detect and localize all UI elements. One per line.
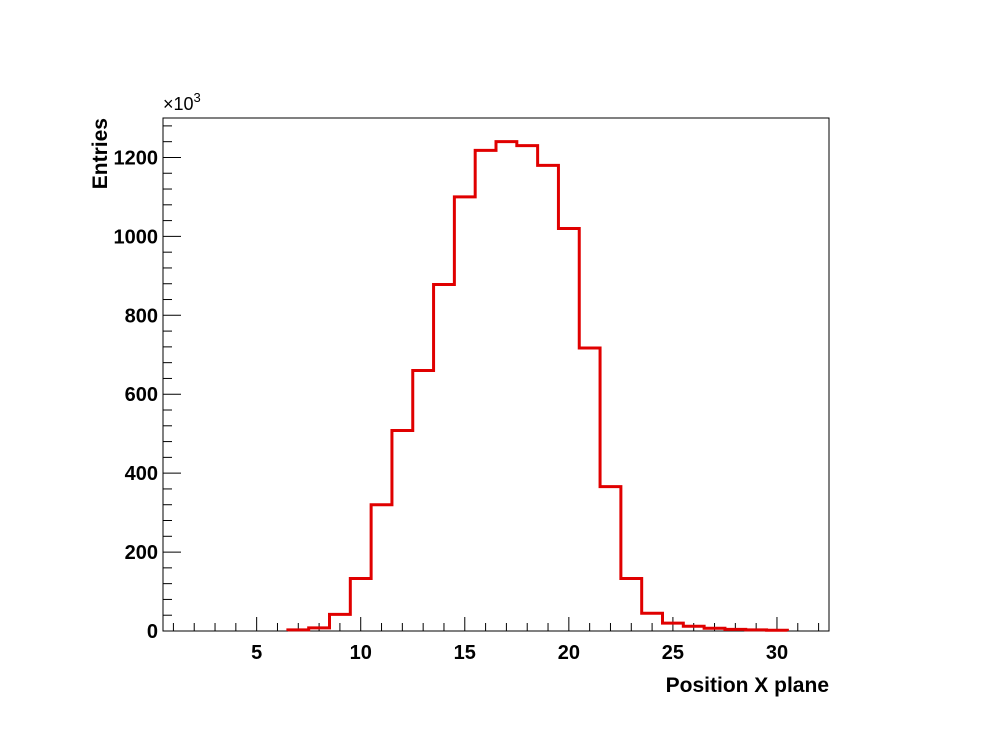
histogram-bin bbox=[517, 146, 538, 631]
y-tick-label: 1000 bbox=[114, 226, 159, 248]
x-tick-label: 5 bbox=[251, 642, 262, 664]
x-tick-label: 30 bbox=[766, 642, 788, 664]
x-axis-title: Position X plane bbox=[666, 674, 829, 697]
x-tick-label: 10 bbox=[350, 642, 372, 664]
histogram-bin bbox=[538, 165, 559, 631]
histogram-bin bbox=[600, 487, 621, 631]
y-tick-label: 200 bbox=[125, 542, 158, 564]
x-tick-label: 15 bbox=[454, 642, 476, 664]
y-tick-label: 400 bbox=[125, 463, 158, 485]
histogram-bin bbox=[621, 579, 642, 631]
histogram-bin bbox=[579, 348, 600, 631]
histogram-bin bbox=[683, 626, 704, 631]
x-tick-label: 20 bbox=[558, 642, 580, 664]
y-tick-label: 0 bbox=[147, 621, 158, 643]
histogram-bin bbox=[330, 614, 351, 631]
histogram-bin bbox=[454, 197, 475, 631]
histogram-bin bbox=[475, 150, 496, 631]
histogram-bin bbox=[704, 628, 725, 631]
y-axis: 0 200 400 600 800 1000 1200 bbox=[114, 125, 181, 643]
histogram-bin bbox=[309, 628, 330, 631]
y-tick-label: 800 bbox=[125, 305, 158, 327]
y-multiplier-label: ×103 bbox=[163, 90, 201, 114]
histogram-bins bbox=[288, 142, 788, 631]
histogram-bin bbox=[767, 630, 788, 631]
histogram-bin bbox=[496, 142, 517, 631]
y-multiplier-base: ×10 bbox=[163, 94, 194, 114]
histogram-bin bbox=[288, 630, 309, 631]
histogram-bin bbox=[434, 285, 455, 631]
y-tick-label: 600 bbox=[125, 384, 158, 406]
histogram-bin bbox=[663, 623, 684, 631]
histogram-bin bbox=[725, 629, 746, 631]
histogram-bin bbox=[642, 613, 663, 631]
histogram-bin bbox=[350, 579, 371, 631]
x-axis: 5 10 15 20 25 30 bbox=[172, 617, 820, 664]
histogram-bin bbox=[371, 505, 392, 631]
y-axis-title: Entries bbox=[89, 118, 112, 189]
histogram-bin bbox=[413, 371, 434, 631]
x-tick-label: 25 bbox=[662, 642, 684, 664]
histogram-line bbox=[286, 140, 789, 632]
histogram-bin bbox=[558, 228, 579, 631]
histogram-bin bbox=[392, 431, 413, 631]
y-tick-label: 1200 bbox=[114, 147, 159, 169]
histogram-bin bbox=[746, 630, 767, 631]
y-multiplier-exponent: 3 bbox=[194, 90, 201, 105]
plot-frame bbox=[162, 117, 830, 632]
